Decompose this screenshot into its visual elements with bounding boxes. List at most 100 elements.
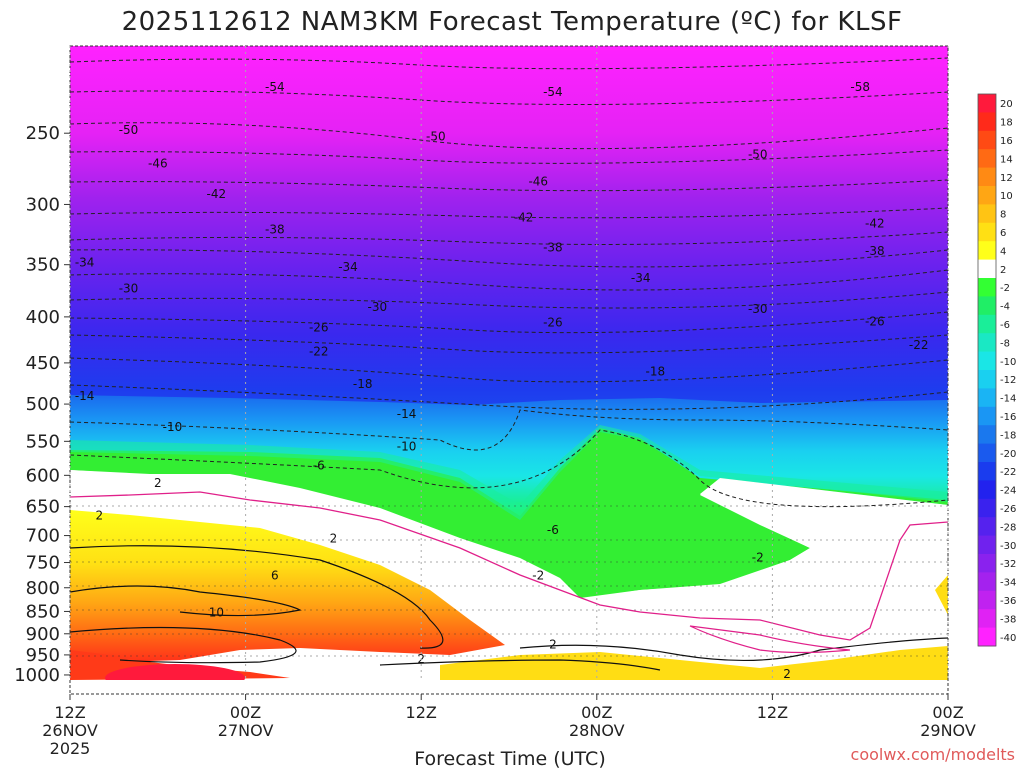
colorbar-swatch [978, 186, 996, 205]
mid-level-field [70, 395, 948, 520]
colorbar-tick-label: -22 [1000, 467, 1016, 478]
isotherm-lines [70, 57, 948, 508]
x-tick-label: 00Z [230, 703, 261, 722]
colorbar-swatch [978, 296, 996, 316]
warm-isotherm-lines [70, 545, 948, 671]
colorbar-tick-label: -26 [1000, 504, 1016, 515]
y-tick-label: 500 [26, 394, 60, 415]
contour-label: -46 [528, 175, 548, 189]
freezing-line [70, 491, 948, 641]
contour-label: 2 [330, 531, 338, 545]
colorbar-swatch [978, 609, 996, 629]
colorbar-tick-label: -32 [1000, 559, 1016, 570]
contour-label: -14 [75, 389, 95, 403]
colorbar-tick-label: -6 [1000, 320, 1010, 331]
contour-label: -22 [909, 338, 929, 352]
colorbar-swatch [978, 314, 996, 334]
colorbar-tick-label: -14 [1000, 394, 1016, 405]
x-tick-label: 00Z [932, 703, 963, 722]
colorbar-tick-label: -36 [1000, 596, 1016, 607]
colorbar-swatch [978, 149, 996, 169]
colorbar-swatch [978, 627, 996, 647]
time-gridlines [69, 46, 949, 680]
y-tick-label: 550 [26, 431, 60, 452]
contour-label: -54 [543, 85, 563, 99]
colorbar-tick-label: -28 [1000, 522, 1016, 533]
y-tick-label: 900 [26, 624, 60, 645]
colorbar-swatch [978, 535, 996, 555]
contour-label: -14 [397, 407, 417, 421]
y-tick-label: 300 [26, 194, 60, 215]
colorbar-swatch [978, 443, 996, 463]
colorbar-tick-label: -4 [1000, 302, 1010, 313]
colorbar-tick-label: -8 [1000, 338, 1010, 349]
colorbar-tick-label: 10 [1000, 191, 1013, 202]
colorbar-tick-label: 14 [1000, 154, 1013, 165]
colorbar-swatch [978, 259, 996, 279]
colorbar-frame [977, 93, 997, 647]
colorbar-tick-label: -38 [1000, 614, 1016, 625]
ground-strip [70, 680, 948, 694]
warm-east-edge [935, 575, 948, 615]
contour-label: -42 [207, 187, 227, 201]
colorbar-swatch [978, 572, 996, 592]
contour-label: 2 [95, 509, 103, 523]
colorbar-tick-label: 16 [1000, 136, 1013, 147]
colorbar-swatch [978, 590, 996, 610]
y-tick-label: 700 [26, 526, 60, 547]
contour-label: -10 [397, 439, 417, 453]
colorbar-swatch [978, 370, 996, 389]
plot-area: -54 -54 -58 -50 -50 -50 -46 -46 -42 -42 -42 -38 -38 -… [70, 46, 948, 694]
colorbar-swatch [978, 517, 996, 537]
credit-text: coolwx.com/modelts [851, 745, 1015, 764]
colorbar-swatch [978, 406, 996, 426]
y-tick-label: 600 [26, 465, 60, 486]
contour-label: -54 [265, 80, 285, 94]
colorbar-tick-label: 20 [1000, 99, 1013, 110]
contour-label: -30 [367, 300, 387, 314]
colorbar-swatch [978, 241, 996, 261]
contour-label: -50 [119, 123, 139, 137]
colorbar-swatch [978, 333, 996, 353]
contour-label: -10 [163, 420, 183, 434]
colorbar-swatch [978, 425, 996, 445]
colorbar-tick-label: 12 [1000, 173, 1013, 184]
x-tick-label: 27NOV [218, 721, 274, 740]
colorbar-tick-label: -40 [1000, 633, 1016, 644]
contour-label: -26 [865, 315, 885, 329]
contour-label: 2 [549, 637, 557, 651]
pressure-gridlines [70, 505, 948, 657]
contour-label: -18 [646, 364, 666, 378]
y-tick-label: 1000 [14, 665, 60, 686]
x-axis-label: Forecast Time (UTC) [414, 748, 605, 768]
contour-label: -50 [426, 129, 446, 143]
green-band-top-tint [70, 425, 948, 520]
colorbar-tick-label: 18 [1000, 118, 1013, 129]
y-tick-label: 250 [26, 123, 60, 144]
colorbar-swatch [978, 167, 996, 187]
colorbar-tick-label: -30 [1000, 541, 1016, 552]
pressure-axis: 2503003504004505005506006507007508008509… [14, 123, 70, 686]
contour-label: -46 [148, 156, 168, 170]
warm-low-level-region [70, 510, 505, 665]
colorbar-tick-label: -24 [1000, 486, 1016, 497]
colorbar-swatch [978, 112, 996, 132]
contour-label: -30 [119, 282, 139, 296]
contour-label: -34 [631, 271, 651, 285]
colorbar-tick-label: -18 [1000, 430, 1016, 441]
contour-label: -34 [75, 255, 95, 269]
contour-label: -22 [309, 344, 329, 358]
temperature-colorbar: 20 18 16 14 12 10 8 6 4 2 -2 -4 -6 -8 -10 -12 -14 -16 -18 -… [977, 93, 1016, 647]
y-tick-label: 950 [26, 645, 60, 666]
colorbar-tick-label: 8 [1000, 210, 1006, 221]
x-tick-label: 28NOV [569, 721, 625, 740]
x-tick-label: 12Z [406, 703, 437, 722]
x-tick-label: 12Z [54, 703, 85, 722]
contour-label: -42 [514, 210, 534, 224]
colorbar-swatch [978, 278, 996, 297]
contour-label: -30 [748, 302, 768, 316]
colorbar-tick-label: 2 [1000, 265, 1006, 276]
y-tick-label: 850 [26, 601, 60, 622]
